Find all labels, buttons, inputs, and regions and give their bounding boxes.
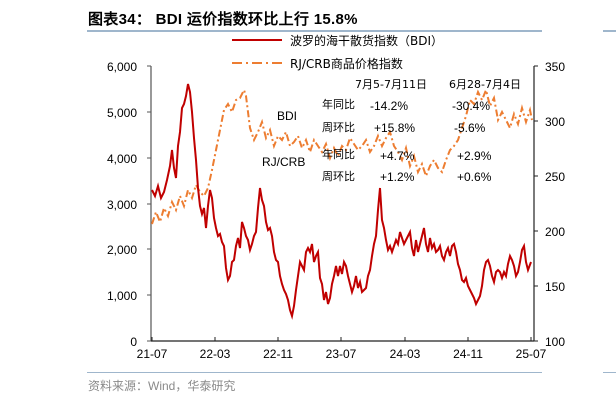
bdi-wow-previous: -5.6% — [454, 121, 486, 135]
left-tick: 0 — [130, 335, 137, 349]
right-tick: 200 — [545, 225, 565, 239]
crb-yoy-current: +4.7% — [380, 149, 415, 163]
series-label-bdi: BDI — [277, 109, 297, 123]
right-tick: 250 — [545, 170, 565, 184]
legend: 波罗的海干散货指数（BDI） RJ/CRB商品价格指数 — [232, 33, 443, 71]
x-tick: 24-11 — [453, 347, 483, 361]
x-tick: 22-11 — [263, 347, 293, 361]
chart-title: 图表34： BDI 运价指数环比上行 15.8% — [88, 11, 358, 28]
x-tick: 23-07 — [326, 347, 357, 361]
adjacent-panel-divider-bottom — [603, 372, 616, 373]
left-y-axis: 6,000 5,000 4,000 3,000 2,000 1,000 0 — [107, 60, 152, 349]
left-tick: 1,000 — [107, 289, 137, 303]
right-tick: 150 — [545, 280, 565, 294]
right-tick: 350 — [545, 60, 565, 74]
right-tick: 300 — [545, 115, 565, 129]
left-tick: 4,000 — [107, 152, 137, 166]
legend-bdi-label: 波罗的海干散货指数（BDI） — [290, 33, 443, 48]
col-header-current-week: 7月5-7月11日 — [355, 78, 427, 91]
annotation-table: 7月5-7月11日 6月28-7月4日 BDI RJ/CRB 年同比 周环比 年… — [262, 78, 521, 184]
col-header-previous-week: 6月28-7月4日 — [449, 78, 521, 91]
left-tick: 6,000 — [107, 60, 137, 74]
x-tick: 24-03 — [390, 347, 421, 361]
crb-wow-current: +1.2% — [380, 170, 415, 184]
row-label-yoy: 年同比 — [322, 97, 355, 111]
x-tick: 25-07 — [516, 347, 547, 361]
bdi-yoy-current: -14.2% — [370, 99, 408, 113]
series-label-crb: RJ/CRB — [262, 155, 305, 169]
crb-line — [151, 86, 533, 226]
title-divider — [87, 30, 542, 32]
legend-crb-label: RJ/CRB商品价格指数 — [290, 56, 403, 71]
source-note: 资料来源：Wind，华泰研究 — [88, 379, 236, 393]
left-tick: 5,000 — [107, 106, 137, 120]
bdi-wow-current: +15.8% — [374, 121, 415, 135]
row-label-wow: 周环比 — [322, 170, 355, 183]
right-y-axis: 350 300 250 200 150 100 — [533, 60, 565, 349]
crb-yoy-previous: +2.9% — [457, 149, 492, 163]
crb-wow-previous: +0.6% — [457, 170, 492, 184]
row-label-wow: 周环比 — [322, 121, 355, 134]
x-tick: 22-03 — [200, 347, 231, 361]
adjacent-panel-divider — [603, 30, 616, 32]
bdi-line — [151, 83, 532, 320]
left-tick: 2,000 — [107, 243, 137, 257]
bdi-yoy-previous: -30.4% — [452, 99, 490, 113]
right-tick: 100 — [545, 335, 565, 349]
x-tick: 21-07 — [137, 347, 168, 361]
footer-divider — [87, 372, 542, 373]
row-label-yoy: 年同比 — [322, 147, 355, 161]
x-axis: 21-07 22-03 22-11 23-07 24-03 24-11 25-0… — [137, 337, 547, 361]
left-tick: 3,000 — [107, 198, 137, 212]
